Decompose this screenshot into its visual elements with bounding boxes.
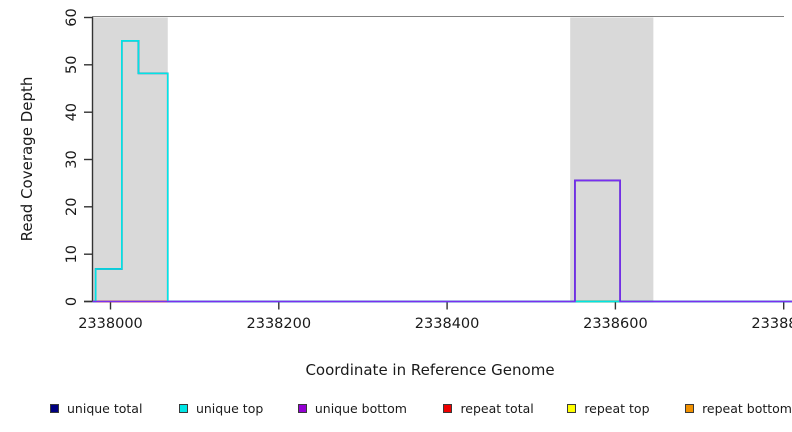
y-tick-label-40: 40 — [64, 103, 80, 121]
legend-item-unique-bottom[interactable]: unique bottom — [297, 400, 407, 416]
y-tick-label-50: 50 — [64, 56, 80, 74]
legend-swatch-unique-total — [50, 403, 59, 413]
legend-item-repeat-top[interactable]: repeat top — [567, 400, 650, 416]
legend-label-unique-bottom: unique bottom — [314, 400, 407, 416]
legend-label-unique-total: unique total — [67, 400, 143, 416]
x-tick-label-3: 2338600 — [583, 316, 648, 332]
x-tick-marks — [109, 301, 785, 310]
series-line-unique-top — [92, 39, 792, 303]
x-tick-label-4: 2338800 — [751, 316, 792, 332]
x-tick-label-2: 2338400 — [415, 316, 480, 332]
legend-swatch-unique-top — [178, 403, 188, 413]
legend-item-repeat-bottom[interactable]: repeat bottom — [685, 401, 792, 416]
legend-item-repeat-total[interactable]: repeat total — [443, 400, 534, 416]
legend-label-repeat-total: repeat total — [460, 400, 534, 416]
series-layer — [92, 39, 792, 303]
series-line-unique-bottom — [92, 179, 792, 303]
legend-item-unique-top[interactable]: unique top — [178, 400, 264, 416]
y-tick-label-20: 20 — [64, 198, 80, 216]
y-tick-label-30: 30 — [64, 150, 80, 168]
x-axis-title: Coordinate in Reference Genome — [305, 361, 554, 379]
legend-label-repeat-bottom: repeat bottom — [702, 400, 792, 416]
y-tick-label-10: 10 — [64, 245, 80, 263]
legend-swatch-unique-bottom — [297, 403, 307, 413]
legend-label-unique-top: unique top — [195, 400, 264, 416]
y-tick-marks — [84, 16, 92, 303]
shaded-region-left — [92, 17, 168, 302]
y-tick-label-60: 60 — [64, 8, 80, 26]
legend-swatch-repeat-total — [443, 403, 453, 413]
chart-legend: unique total unique top unique bottom re… — [0, 396, 792, 420]
legend-label-repeat-top: repeat top — [584, 400, 650, 416]
y-axis-title: Read Coverage Depth — [18, 77, 36, 242]
shaded-region-right — [570, 17, 654, 302]
legend-item-unique-total[interactable]: unique total — [50, 401, 142, 416]
legend-swatch-repeat-top — [567, 403, 577, 413]
x-tick-label-0: 2338000 — [78, 316, 143, 332]
legend-swatch-repeat-bottom — [685, 403, 695, 413]
y-tick-label-0: 0 — [64, 297, 80, 306]
x-tick-label-1: 2338200 — [247, 316, 312, 332]
series-line-unique-total — [92, 39, 792, 303]
